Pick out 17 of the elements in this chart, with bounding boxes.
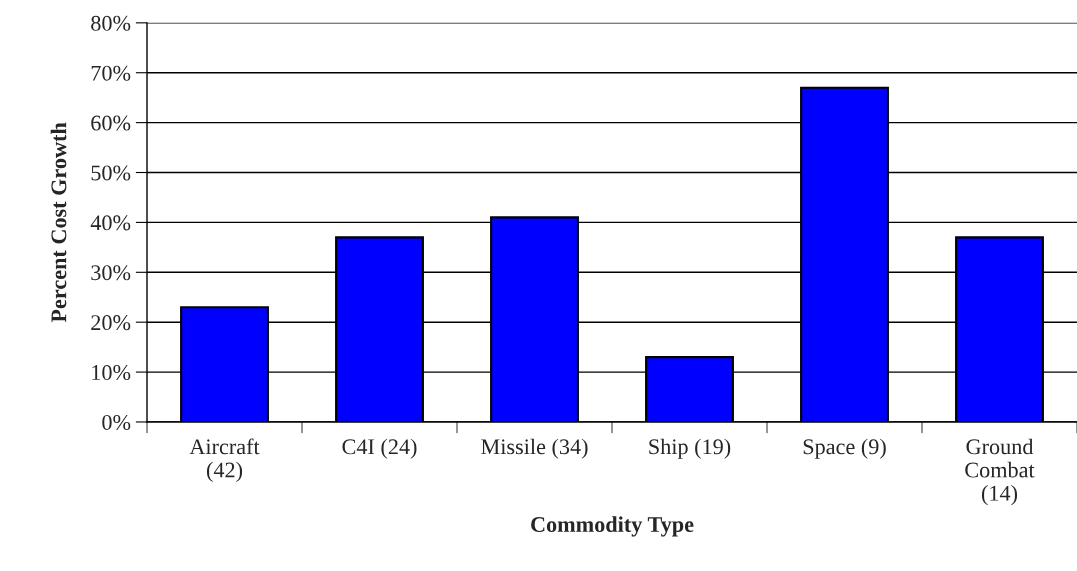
- y-axis-title: Percent Cost Growth: [50, 122, 67, 323]
- x-tick-label: Ship (19): [649, 438, 731, 459]
- y-tick-label: 10%: [92, 365, 131, 381]
- y-tick-label: 0%: [102, 414, 131, 430]
- y-tick-label: 80%: [91, 15, 131, 31]
- y-tick-label: 40%: [90, 215, 131, 231]
- x-tick-label: Aircraft (42): [189, 438, 260, 483]
- x-axis-title: Commodity Type: [531, 516, 694, 537]
- x-tick-label: Space (9): [803, 438, 886, 459]
- y-tick-label: 60%: [91, 115, 131, 131]
- y-tick-label: 50%: [91, 165, 131, 181]
- x-tick-label: Ground Combat (14): [965, 438, 1035, 506]
- y-tick-label: 20%: [91, 315, 131, 331]
- x-tick-label: C4I (24): [342, 438, 417, 459]
- y-tick-label: 30%: [91, 265, 131, 281]
- x-tick-label: Missile (34): [481, 438, 588, 459]
- y-tick-label: 70%: [91, 65, 131, 81]
